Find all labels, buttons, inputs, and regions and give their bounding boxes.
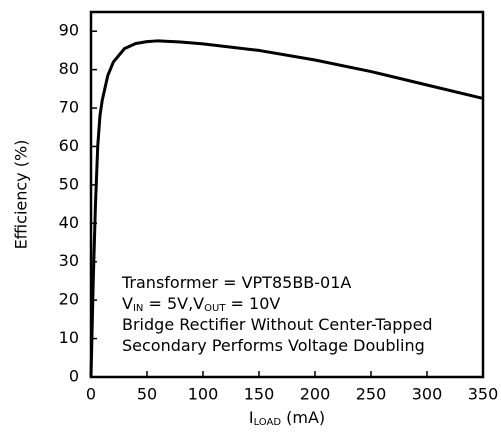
text-part: Transformer = VPT85BB-01A	[121, 273, 351, 292]
data-line	[89, 39, 484, 378]
annotation: Transformer = VPT85BB-01A	[121, 273, 351, 292]
x-tick-label: 300	[412, 385, 443, 404]
x-tick-label: 250	[356, 385, 387, 404]
y-tick-label: 90	[59, 21, 79, 40]
x-tick-label: 100	[188, 385, 219, 404]
y-tick-label: 0	[69, 367, 79, 386]
x-tick-label: 50	[137, 385, 157, 404]
annotation: Bridge Rectifier Without Center-Tapped	[122, 315, 433, 334]
y-tick-label: 70	[59, 98, 79, 117]
y-tick-label: 80	[59, 59, 79, 78]
x-axis-label: ILOAD (mA)	[249, 408, 325, 429]
text-part: (mA)	[281, 408, 325, 427]
annotation: Secondary Performs Voltage Doubling	[122, 336, 425, 355]
y-tick-label: 30	[59, 251, 79, 270]
text-part: = 5V,V	[143, 294, 204, 313]
y-tick-label: 10	[59, 328, 79, 347]
y-tick-label: 50	[59, 174, 79, 193]
x-tick-label: 150	[244, 385, 275, 404]
y-axis-label: Efficiency (%)	[12, 140, 31, 250]
plot-frame	[89, 10, 485, 379]
subscript: LOAD	[254, 417, 282, 428]
subscript: OUT	[204, 303, 226, 314]
text-part: = 10V	[225, 294, 280, 313]
y-tick-label: 40	[59, 213, 79, 232]
y-tick-label: 60	[59, 136, 79, 155]
text-part: Secondary Performs Voltage Doubling	[122, 336, 425, 355]
x-tick-label: 0	[86, 385, 96, 404]
text-part: Bridge Rectifier Without Center-Tapped	[122, 315, 433, 334]
text-part: I	[249, 408, 254, 427]
x-tick-label: 350	[468, 385, 499, 404]
x-tick-label: 200	[300, 385, 331, 404]
annotation: VIN = 5V,VOUT = 10V	[122, 294, 280, 315]
text-part: V	[122, 294, 133, 313]
y-tick-label: 20	[59, 290, 79, 309]
subscript: IN	[133, 303, 143, 314]
